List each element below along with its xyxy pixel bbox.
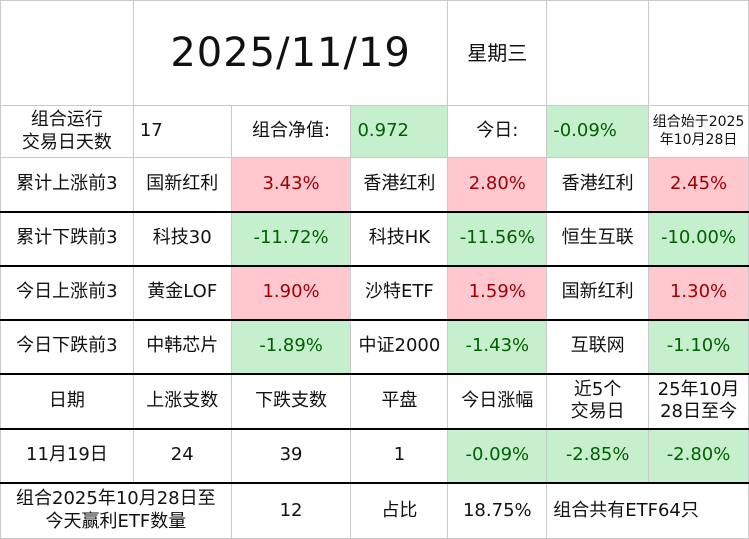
ranking-row: 今日下跌前3 中韩芯片 -1.89% 中证2000 -1.43% 互联网 -1.…: [0, 319, 749, 375]
ranking-label: 累计上涨前3: [0, 157, 134, 213]
stats-header-row: 日期 上涨支数 下跌支数 平盘 今日涨幅 近5个 交易日 25年10月 28日至…: [0, 373, 749, 430]
fund-name: 互联网: [546, 319, 650, 375]
col-header-flat: 平盘: [350, 373, 449, 430]
fund-change: 3.43%: [230, 157, 352, 213]
blank-cell: [546, 0, 650, 106]
days-label: 组合运行 交易日天数: [0, 105, 134, 158]
ranking-row: 今日上涨前3 黄金LOF 1.90% 沙特ETF 1.59% 国新红利 1.30…: [0, 265, 749, 321]
stats-5day: -2.85%: [546, 428, 650, 484]
nav-label: 组合净值:: [230, 105, 352, 158]
stats-since: -2.80%: [648, 428, 749, 484]
stats-today: -0.09%: [447, 428, 548, 484]
col-header-since: 25年10月 28日至今: [648, 373, 749, 430]
profit-count: 12: [230, 482, 352, 539]
ranking-label: 今日下跌前3: [0, 319, 134, 375]
col-header-up: 上涨支数: [132, 373, 232, 430]
fund-name: 国新红利: [132, 157, 232, 213]
col-header-5day: 近5个 交易日: [546, 373, 650, 430]
fund-change: 2.80%: [447, 157, 548, 213]
stats-row: 11月19日 24 39 1 -0.09% -2.85% -2.80%: [0, 428, 749, 484]
fund-change: 1.30%: [648, 265, 749, 321]
col-header-today: 今日涨幅: [447, 373, 548, 430]
weekday: 星期三: [447, 0, 548, 106]
fund-name: 恒生互联: [546, 211, 650, 267]
col-header-date: 日期: [0, 373, 134, 430]
fund-name: 中证2000: [350, 319, 449, 375]
stats-down-count: 39: [230, 428, 352, 484]
ranking-row: 累计下跌前3 科技30 -11.72% 科技HK -11.56% 恒生互联 -1…: [0, 211, 749, 267]
ranking-label: 今日上涨前3: [0, 265, 134, 321]
ranking-row: 累计上涨前3 国新红利 3.43% 香港红利 2.80% 香港红利 2.45%: [0, 157, 749, 213]
report-date: 2025/11/19: [132, 0, 449, 106]
blank-cell: [0, 0, 134, 106]
today-label: 今日:: [447, 105, 548, 158]
fund-change: -1.10%: [648, 319, 749, 375]
nav-value: 0.972: [350, 105, 449, 158]
ratio-label: 占比: [350, 482, 449, 539]
since-label: 组合始于2025 年10月28日: [648, 105, 749, 158]
fund-change: 1.59%: [447, 265, 548, 321]
fund-change: -11.56%: [447, 211, 548, 267]
fund-name: 科技30: [132, 211, 232, 267]
days-value: 17: [132, 105, 232, 158]
fund-name: 沙特ETF: [350, 265, 449, 321]
stats-flat-count: 1: [350, 428, 449, 484]
stats-up-count: 24: [132, 428, 232, 484]
today-value: -0.09%: [546, 105, 650, 158]
col-header-down: 下跌支数: [230, 373, 352, 430]
header-row: 2025/11/19 星期三: [0, 0, 749, 106]
total-etf: 组合共有ETF64只: [546, 482, 749, 539]
fund-change: -10.00%: [648, 211, 749, 267]
fund-name: 科技HK: [350, 211, 449, 267]
ranking-label: 累计下跌前3: [0, 211, 134, 267]
fund-name: 香港红利: [350, 157, 449, 213]
fund-name: 黄金LOF: [132, 265, 232, 321]
fund-change: 1.90%: [230, 265, 352, 321]
stats-date: 11月19日: [0, 428, 134, 484]
ratio-value: 18.75%: [447, 482, 548, 539]
profit-count-label: 组合2025年10月28日至 今天赢利ETF数量: [0, 482, 232, 539]
fund-change: -11.72%: [230, 211, 352, 267]
fund-name: 中韩芯片: [132, 319, 232, 375]
blank-cell: [648, 0, 749, 106]
fund-change: -1.43%: [447, 319, 548, 375]
fund-change: 2.45%: [648, 157, 749, 213]
fund-name: 香港红利: [546, 157, 650, 213]
fund-name: 国新红利: [546, 265, 650, 321]
summary-row: 组合运行 交易日天数 17 组合净值: 0.972 今日: -0.09% 组合始…: [0, 105, 749, 158]
fund-change: -1.89%: [230, 319, 352, 375]
footer-row: 组合2025年10月28日至 今天赢利ETF数量 12 占比 18.75% 组合…: [0, 482, 749, 539]
